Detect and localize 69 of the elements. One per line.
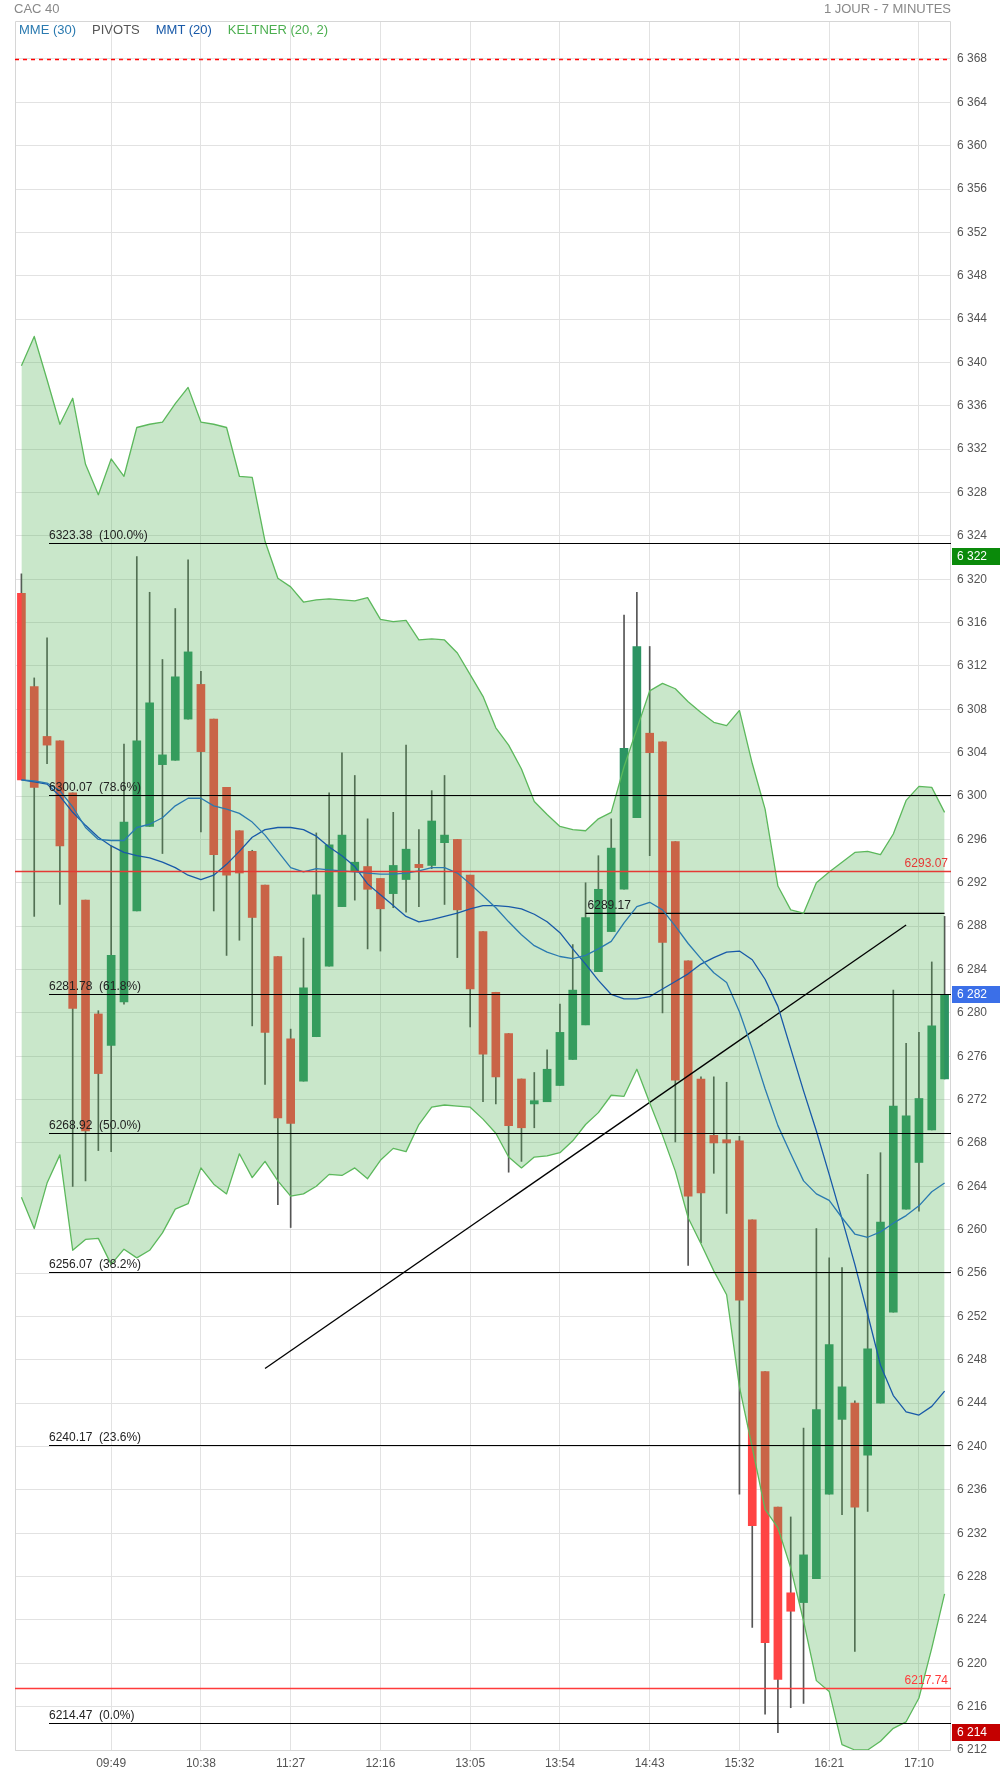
x-tick-label: 14:43	[634, 1755, 666, 1770]
y-tick-label: 6 228	[957, 1568, 988, 1583]
x-tick-label: 11:27	[276, 1755, 306, 1770]
y-tick-label: 6 312	[957, 658, 988, 673]
y-tick-label: 6 216	[957, 1698, 988, 1713]
text: 6 322	[957, 549, 988, 564]
y-tick-label: 6 268	[957, 1135, 988, 1150]
y-tick-label: 6 260	[957, 1221, 988, 1236]
y-tick-label: 6 336	[957, 398, 988, 413]
y-tick-label: 6 364	[957, 94, 988, 109]
y-tick-label: 6 344	[957, 311, 988, 326]
y-tick-label: 6 212	[957, 1742, 988, 1757]
y-tick-label: 6 360	[957, 137, 988, 152]
y-tick-label: 6 304	[957, 745, 988, 760]
text: MMT (20)	[154, 22, 213, 37]
candlestick	[709, 1076, 719, 1174]
y-tick-label: 6 352	[957, 224, 988, 239]
ref-line-label: 6293.07	[904, 855, 949, 870]
y-tick-label: 6 252	[957, 1308, 988, 1323]
text: 6 214	[957, 1725, 988, 1740]
ref-line-label: 6323.38 (100.0%)	[49, 527, 148, 542]
candlestick	[529, 1072, 539, 1129]
y-tick-label: 6 324	[957, 528, 988, 543]
ref-line-label: 6256.07 (38.2%)	[49, 1256, 142, 1271]
y-tick-label: 6 308	[957, 701, 988, 716]
y-tick-label: 6 296	[957, 831, 988, 846]
x-tick-label: 13:54	[544, 1755, 576, 1770]
y-tick-label: 6 240	[957, 1438, 988, 1453]
y-tick-label: 6 328	[957, 484, 988, 499]
y-tick-label: 6 288	[957, 918, 988, 933]
x-tick-label: 16:21	[814, 1755, 845, 1770]
x-tick-label: 09:49	[96, 1755, 127, 1770]
y-tick-label: 6 356	[957, 181, 988, 196]
y-tick-label: 6 272	[957, 1091, 988, 1106]
ref-line-label: 6240.17 (23.6%)	[49, 1429, 142, 1444]
y-tick-label: 6 340	[957, 354, 988, 369]
legend-label: KELTNER (20, 2)	[226, 22, 330, 37]
ref-line-label: 6214.47 (0.0%)	[49, 1707, 135, 1722]
y-tick-label: 6 276	[957, 1048, 988, 1063]
y-tick-label: 6 236	[957, 1482, 988, 1497]
y-tick-label: 6 284	[957, 961, 988, 976]
y-tick-label: 6 316	[957, 614, 988, 629]
text: 6 282	[957, 987, 988, 1002]
y-tick-label: 6 280	[957, 1005, 988, 1020]
text: MME (30)	[18, 22, 78, 37]
annotation: PIVOTS	[91, 22, 141, 37]
x-tick-label: 10:38	[185, 1755, 217, 1770]
y-tick-label: 6 332	[957, 441, 988, 456]
candlestick	[645, 646, 655, 857]
candlestick	[837, 1267, 847, 1516]
y-tick-label: 6 244	[957, 1395, 988, 1410]
candlestick	[414, 829, 424, 907]
x-tick-label: 15:32	[724, 1755, 755, 1770]
y-tick-label: 6 248	[957, 1352, 988, 1367]
y-tick-label: 6 232	[957, 1525, 988, 1540]
chart-title: CAC 40	[14, 1, 60, 17]
y-tick-label: 6 220	[957, 1655, 988, 1670]
y-tick-label: 6 300	[957, 788, 988, 803]
x-tick-label: 12:16	[365, 1755, 396, 1770]
y-tick-label: 6 320	[957, 571, 988, 586]
y-tick-label: 6 348	[957, 268, 988, 283]
y-tick-label: 6 256	[957, 1265, 988, 1280]
y-tick-label: 6 264	[957, 1178, 988, 1193]
y-tick-label: 6 292	[957, 875, 988, 890]
chart-subtitle: 1 JOUR - 7 MINUTES	[823, 1, 951, 17]
x-tick-label: 17:10	[903, 1755, 935, 1770]
y-tick-label: 6 224	[957, 1612, 988, 1627]
x-tick-label: 13:05	[455, 1755, 486, 1770]
y-tick-label: 6 368	[957, 51, 988, 66]
